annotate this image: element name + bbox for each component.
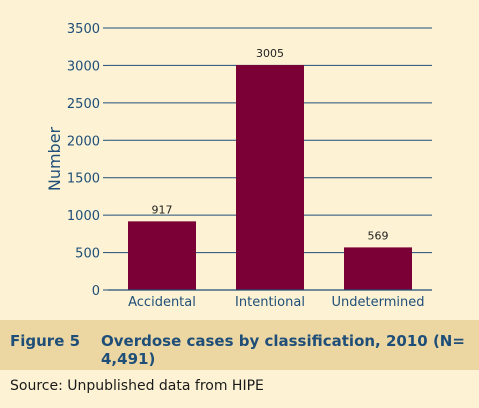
data-label: 917 <box>152 203 173 216</box>
x-tick-labels: Accidental Intentional Undetermined <box>128 295 424 310</box>
data-labels: 917 3005 569 <box>152 47 389 242</box>
bar-intentional <box>236 65 304 290</box>
data-label: 3005 <box>256 47 284 60</box>
bar-undetermined <box>344 247 412 290</box>
chart-area: 917 3005 569 0 500 1000 1500 2000 2500 3000 3500 … <box>45 22 432 310</box>
y-tick-label: 0 <box>92 284 100 299</box>
y-tick-label: 2500 <box>67 97 100 112</box>
x-tick-label: Intentional <box>235 295 305 310</box>
figure-title: Overdose cases by classification, 2010 (… <box>101 332 465 368</box>
y-tick-label: 1500 <box>67 172 100 187</box>
y-tick-label: 3500 <box>67 22 100 37</box>
caption-box: Figure 5 Overdose cases by classificatio… <box>0 320 479 370</box>
bar-accidental <box>128 221 196 290</box>
y-tick-label: 500 <box>75 247 100 262</box>
x-tick-label: Accidental <box>128 295 196 310</box>
y-ticks: 0 500 1000 1500 2000 2500 3000 3500 <box>67 22 108 299</box>
y-tick-label: 1000 <box>67 209 100 224</box>
x-tick-label: Undetermined <box>332 295 425 310</box>
bars <box>128 65 412 290</box>
y-axis-title: Number <box>45 126 64 191</box>
data-label: 569 <box>368 229 389 242</box>
y-tick-label: 2000 <box>67 134 100 149</box>
y-tick-label: 3000 <box>67 59 100 74</box>
source-note: Source: Unpublished data from HIPE <box>10 378 264 394</box>
figure-label: Figure 5 <box>10 332 81 350</box>
